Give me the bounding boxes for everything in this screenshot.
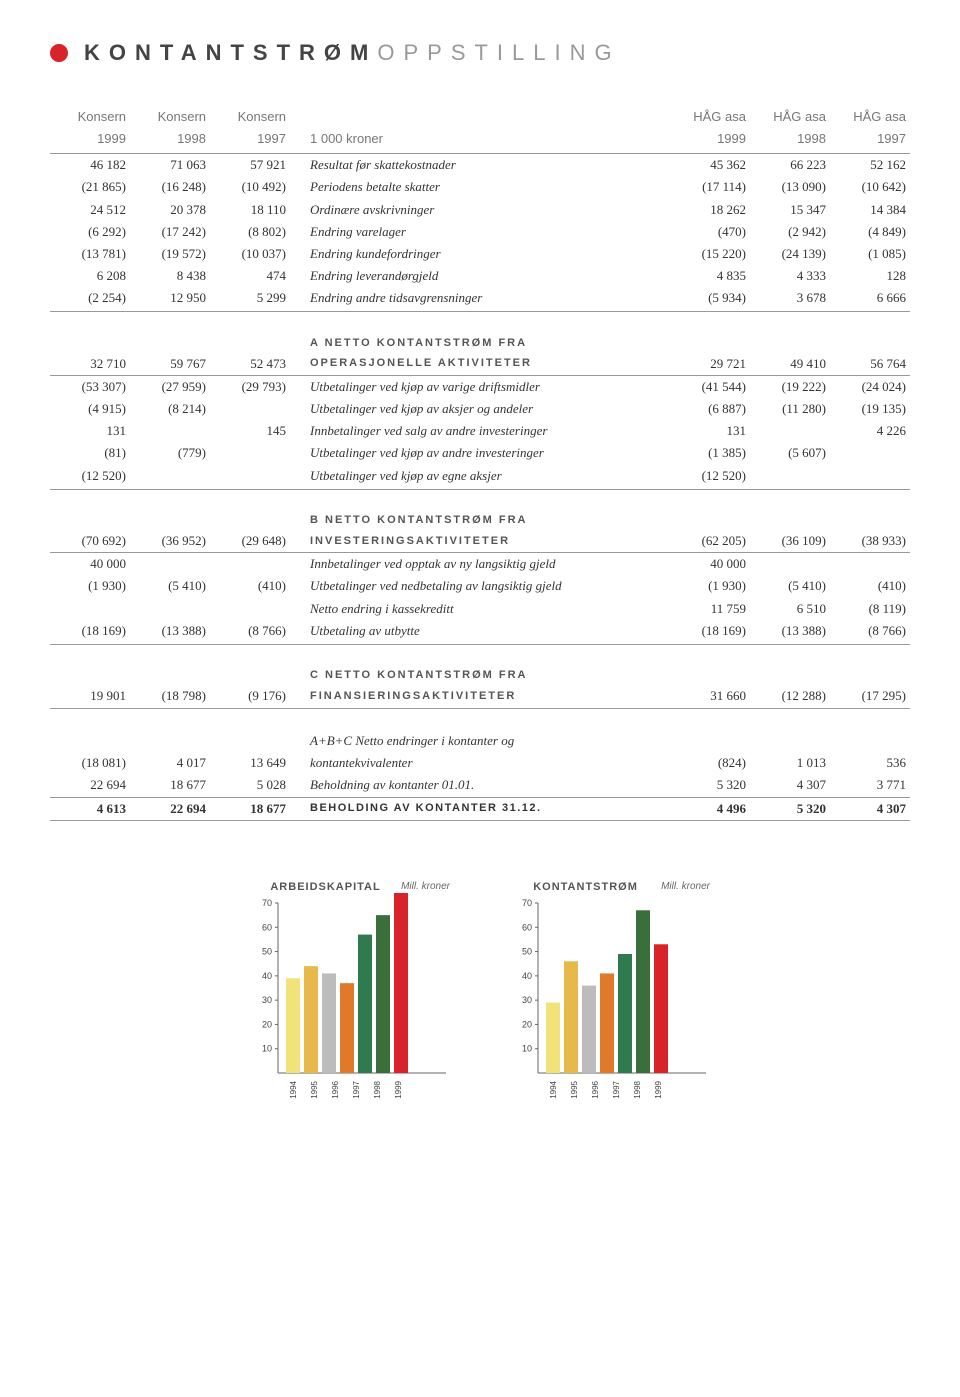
- table-row: Netto endring i kassekreditt11 7596 510(…: [50, 598, 910, 620]
- svg-text:1998: 1998: [373, 1080, 382, 1098]
- table-row: (81)(779)Utbetalinger ved kjøp av andre …: [50, 442, 910, 464]
- svg-text:1995: 1995: [310, 1080, 319, 1098]
- table-row: (18 169)(13 388)(8 766)Utbetaling av utb…: [50, 620, 910, 642]
- svg-text:20: 20: [522, 1019, 532, 1029]
- section-c-total: 19 901 (18 798) (9 176) FINANSIERINGSAKT…: [50, 685, 910, 708]
- chart-bar: [322, 973, 336, 1073]
- svg-text:1996: 1996: [591, 1080, 600, 1098]
- table-row: 131145Innbetalinger ved salg av andre in…: [50, 420, 910, 442]
- chart-bar: [582, 985, 596, 1072]
- svg-text:30: 30: [522, 995, 532, 1005]
- section-c-pre: C NETTO KONTANTSTRØM FRA: [50, 666, 910, 685]
- table-row: (4 915)(8 214)Utbetalinger ved kjøp av a…: [50, 398, 910, 420]
- svg-text:50: 50: [262, 946, 272, 956]
- table-row: 24 51220 37818 110Ordinære avskrivninger…: [50, 199, 910, 221]
- chart-bar: [358, 934, 372, 1072]
- table-row: 40 000Innbetalinger ved opptak av ny lan…: [50, 553, 910, 576]
- svg-text:60: 60: [262, 922, 272, 932]
- table-row: 46 18271 06357 921Resultat før skattekos…: [50, 154, 910, 177]
- svg-text:10: 10: [522, 1043, 532, 1053]
- hdr-year: 1998: [750, 128, 830, 154]
- table-header-years: 1999 1998 1997 1 000 kroner 1999 1998 19…: [50, 128, 910, 154]
- table-row: 6 2088 438474Endring leverandørgjeld4 83…: [50, 265, 910, 287]
- svg-text:40: 40: [522, 971, 532, 981]
- chart1-sub: Mill. kroner: [401, 881, 450, 893]
- table-row: (6 292)(17 242)(8 802)Endring varelager(…: [50, 221, 910, 243]
- table-row: (21 865)(16 248)(10 492)Periodens betalt…: [50, 176, 910, 198]
- chart1-title: ARBEIDSKAPITAL: [270, 881, 380, 893]
- hdr-year: 1999: [670, 128, 750, 154]
- chart-bar: [286, 978, 300, 1073]
- chart2-svg: 10 20 30 40 50 60 70 1994 1995 1996 1997 1998 1999: [510, 893, 710, 1113]
- section-b-pre: B NETTO KONTANTSTRØM FRA: [50, 511, 910, 530]
- section-a-total: 32 710 59 767 52 473 OPERASJONELLE AKTIV…: [50, 353, 910, 376]
- hdr-hag: HÅG asa: [670, 106, 750, 128]
- hdr-konsern: Konsern: [210, 106, 290, 128]
- chart-bar: [304, 966, 318, 1073]
- table-row: (18 081)4 01713 649kontantekvivalenter(8…: [50, 752, 910, 774]
- table-row: (1 930)(5 410)(410)Utbetalinger ved nedb…: [50, 575, 910, 597]
- table-row: (12 520)Utbetalinger ved kjøp av egne ak…: [50, 465, 910, 487]
- svg-text:1994: 1994: [289, 1080, 298, 1098]
- page-title: KONTANTSTRØMOPPSTILLING: [84, 40, 621, 66]
- final-bold-row: 4 613 22 694 18 677 BEHOLDING AV KONTANT…: [50, 797, 910, 820]
- svg-text:1995: 1995: [570, 1080, 579, 1098]
- svg-text:1999: 1999: [654, 1080, 663, 1098]
- svg-text:1996: 1996: [331, 1080, 340, 1098]
- table-row: (53 307)(27 959)(29 793)Utbetalinger ved…: [50, 375, 910, 398]
- hdr-year: 1997: [830, 128, 910, 154]
- table-row: (13 781)(19 572)(10 037)Endring kundefor…: [50, 243, 910, 265]
- table-row: (2 254)12 9505 299Endring andre tidsavgr…: [50, 287, 910, 309]
- svg-text:1994: 1994: [549, 1080, 558, 1098]
- svg-text:1998: 1998: [633, 1080, 642, 1098]
- svg-text:1997: 1997: [352, 1080, 361, 1098]
- chart-bar: [654, 944, 668, 1073]
- hdr-year: 1997: [210, 128, 290, 154]
- hdr-konsern: Konsern: [50, 106, 130, 128]
- hdr-year: 1998: [130, 128, 210, 154]
- section-abc: A+B+C Netto endringer i kontanter og: [50, 730, 910, 752]
- hdr-konsern: Konsern: [130, 106, 210, 128]
- page-title-row: KONTANTSTRØMOPPSTILLING: [50, 40, 910, 66]
- chart-bar: [394, 893, 408, 1073]
- svg-text:30: 30: [262, 995, 272, 1005]
- hdr-unit: 1 000 kroner: [290, 128, 670, 154]
- svg-text:40: 40: [262, 971, 272, 981]
- svg-text:1999: 1999: [394, 1080, 403, 1098]
- cashflow-table: Konsern Konsern Konsern HÅG asa HÅG asa …: [50, 106, 910, 821]
- svg-text:70: 70: [522, 898, 532, 908]
- table-row: 22 69418 6775 028Beholdning av kontanter…: [50, 774, 910, 797]
- chart1-svg: 10 20 30 40 50 60 70 1994 1995 1996 1997 1998 1999: [250, 893, 450, 1113]
- chart2-sub: Mill. kroner: [661, 881, 710, 893]
- svg-text:60: 60: [522, 922, 532, 932]
- svg-text:50: 50: [522, 946, 532, 956]
- title-light: OPPSTILLING: [377, 40, 620, 65]
- section-a-pre: A NETTO KONTANTSTRØM FRA: [50, 334, 910, 353]
- chart-bar: [340, 983, 354, 1073]
- charts-row: ARBEIDSKAPITAL Mill. kroner 10 20 30 40 50 60…: [50, 881, 910, 1113]
- hdr-year: 1999: [50, 128, 130, 154]
- hdr-spacer: [290, 106, 670, 128]
- svg-text:20: 20: [262, 1019, 272, 1029]
- title-bullet: [50, 44, 68, 62]
- table-header-group: Konsern Konsern Konsern HÅG asa HÅG asa …: [50, 106, 910, 128]
- title-bold: KONTANTSTRØM: [84, 40, 377, 65]
- chart-kontantstrom: KONTANTSTRØM Mill. kroner 10 20 30 40 50 60 70…: [510, 881, 710, 1113]
- chart2-title: KONTANTSTRØM: [533, 881, 638, 893]
- chart-arbeidskapital: ARBEIDSKAPITAL Mill. kroner 10 20 30 40 50 60…: [250, 881, 450, 1113]
- svg-text:70: 70: [262, 898, 272, 908]
- chart-bar: [600, 973, 614, 1073]
- hdr-hag: HÅG asa: [830, 106, 910, 128]
- chart-bar: [618, 954, 632, 1073]
- chart-bar: [546, 1002, 560, 1072]
- svg-text:10: 10: [262, 1043, 272, 1053]
- chart-bar: [564, 961, 578, 1073]
- chart-bar: [376, 915, 390, 1073]
- svg-text:1997: 1997: [612, 1080, 621, 1098]
- section-b-total: (70 692) (36 952) (29 648) INVESTERINGSA…: [50, 530, 910, 553]
- chart-bar: [636, 910, 650, 1073]
- hdr-hag: HÅG asa: [750, 106, 830, 128]
